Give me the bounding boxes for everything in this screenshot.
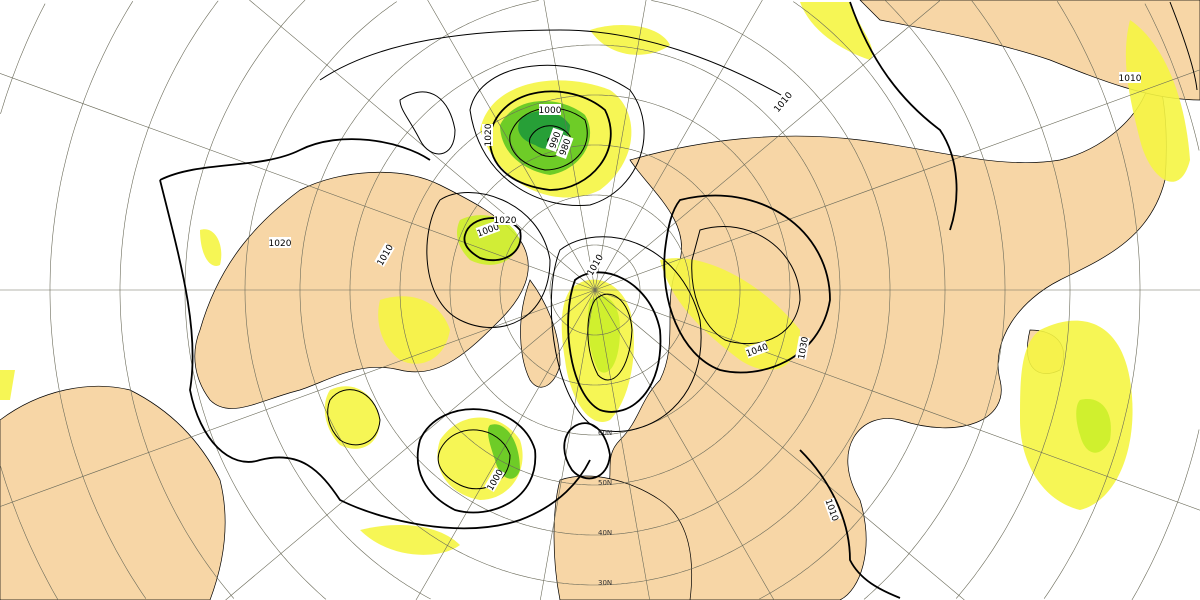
meridian bbox=[427, 0, 596, 291]
latitude-circle bbox=[184, 0, 1006, 600]
meridian bbox=[594, 0, 941, 291]
isobar-label: 1000 bbox=[539, 104, 562, 116]
isobar-label: 1010 bbox=[1119, 72, 1142, 84]
isobar-label: 1020 bbox=[494, 214, 517, 226]
latitude-labels: 30N 40N 50N 60N bbox=[598, 429, 612, 587]
latitude-label: 30N bbox=[598, 579, 612, 587]
isobar-value: 1020 bbox=[269, 239, 292, 249]
latitude-label: 50N bbox=[598, 479, 612, 487]
latitude-circle bbox=[119, 0, 1071, 599]
label-background bbox=[823, 497, 842, 523]
isobar-line bbox=[489, 90, 612, 191]
isobar-value: 1020 bbox=[494, 216, 517, 226]
precip-area bbox=[324, 386, 380, 449]
meridian bbox=[249, 0, 596, 291]
label-background bbox=[555, 134, 574, 160]
label-background bbox=[475, 220, 501, 239]
isobar-label: 1020 bbox=[269, 237, 292, 249]
meridian bbox=[0, 73, 596, 291]
isobar-line bbox=[587, 293, 633, 381]
isobar-line bbox=[1169, 1, 1198, 91]
isobar-label: 1030 bbox=[795, 336, 811, 361]
latitude-circle bbox=[0, 3, 1200, 600]
isobar-line bbox=[799, 449, 901, 599]
isobar-line bbox=[416, 408, 537, 514]
meridian bbox=[0, 289, 596, 507]
isobar-value: 1000 bbox=[539, 106, 562, 116]
latitude-label: 60N bbox=[598, 429, 612, 437]
meridian bbox=[594, 289, 775, 600]
label-background bbox=[1119, 72, 1141, 83]
isobar-line bbox=[463, 217, 522, 262]
label-background bbox=[744, 340, 770, 359]
latitude-circle bbox=[49, 1, 1141, 599]
precip-area bbox=[1125, 20, 1190, 182]
land-mass bbox=[553, 475, 692, 600]
label-background bbox=[494, 214, 516, 225]
isobar-line bbox=[327, 389, 381, 446]
meridian bbox=[594, 0, 763, 291]
isobar-line bbox=[319, 29, 791, 101]
label-background bbox=[482, 124, 493, 146]
precip-area bbox=[1020, 320, 1133, 510]
isobar-line bbox=[399, 91, 456, 155]
label-background bbox=[795, 336, 810, 360]
isobar-line bbox=[563, 422, 611, 480]
precip-area bbox=[360, 525, 460, 555]
meridian bbox=[225, 289, 596, 600]
isobar-line bbox=[509, 107, 588, 171]
isobar-line bbox=[159, 138, 431, 181]
label-background bbox=[771, 89, 794, 114]
isobar-line bbox=[567, 271, 662, 413]
isobar-line bbox=[426, 192, 551, 328]
isobar-line bbox=[159, 179, 591, 530]
label-background bbox=[374, 242, 395, 268]
isobar-line bbox=[849, 1, 958, 231]
land-mass bbox=[0, 385, 226, 600]
isobar-value: 1030 bbox=[797, 336, 811, 361]
precip-area bbox=[590, 25, 670, 55]
isobar-line bbox=[550, 236, 702, 432]
precip-area bbox=[378, 296, 450, 364]
isobars bbox=[159, 1, 1198, 599]
land-mass bbox=[520, 279, 561, 388]
precip-area bbox=[0, 370, 15, 400]
label-background bbox=[584, 252, 605, 278]
isobar-value: 1020 bbox=[484, 123, 494, 146]
land-mass bbox=[194, 171, 529, 409]
latitude-circle bbox=[244, 1, 946, 600]
precip-area bbox=[487, 424, 520, 479]
meridian bbox=[415, 289, 596, 600]
meridian bbox=[594, 289, 650, 600]
meridian bbox=[594, 0, 647, 291]
label-background bbox=[484, 467, 505, 493]
label-background bbox=[545, 127, 564, 153]
latitude-label: 40N bbox=[598, 529, 612, 537]
isobar-line bbox=[469, 64, 645, 207]
isobar-line bbox=[663, 194, 831, 374]
isobar-label: 1020 bbox=[482, 123, 494, 146]
precip-area bbox=[1076, 399, 1111, 453]
isobar-line bbox=[691, 226, 801, 345]
precip-area bbox=[200, 229, 222, 266]
meridian bbox=[594, 289, 1200, 511]
label-background bbox=[539, 104, 561, 115]
isobar-value: 1010 bbox=[1119, 74, 1142, 84]
meridian bbox=[540, 289, 596, 600]
label-background bbox=[269, 237, 291, 248]
meridian bbox=[594, 289, 965, 600]
latitude-circle bbox=[299, 0, 891, 586]
meridian bbox=[594, 69, 1200, 291]
